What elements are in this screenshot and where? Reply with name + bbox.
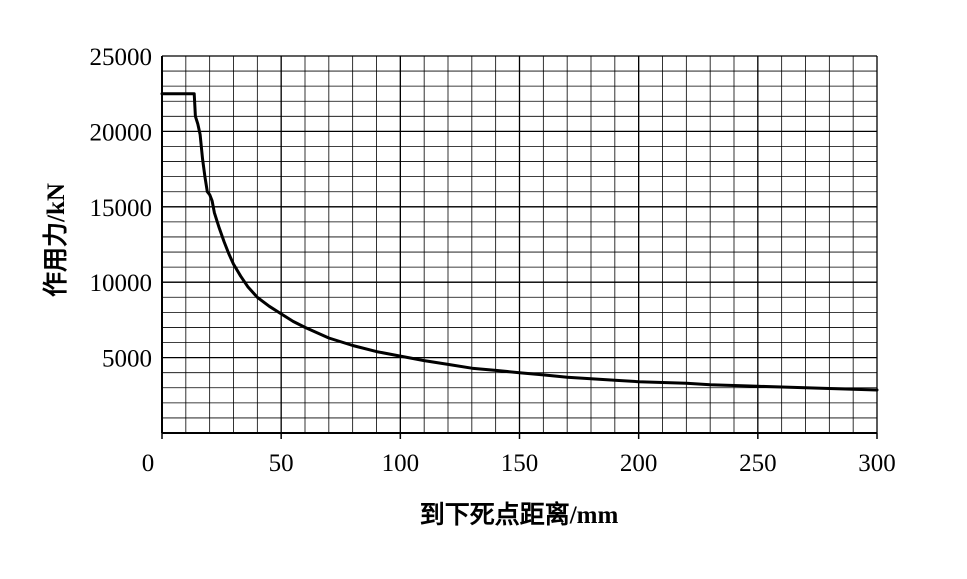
x-tick-label: 200 <box>620 450 658 477</box>
x-tick-label: 300 <box>858 450 896 477</box>
x-tick-label: 250 <box>739 450 777 477</box>
major-grid <box>161 55 878 433</box>
x-tick-label: 100 <box>382 450 420 477</box>
y-tick-label: 10000 <box>90 270 153 297</box>
y-tick-label: 20000 <box>90 119 153 146</box>
x-tick-label: 0 <box>142 450 155 477</box>
y-tick-label: 25000 <box>90 44 153 71</box>
axes <box>161 56 878 439</box>
y-tick-label: 15000 <box>90 195 153 222</box>
series-line <box>160 92 879 392</box>
tick-labels: 0 50 100 150 200 250 300 5000 10000 15000 20000 250… <box>90 44 896 477</box>
y-axis-label: 作用力/kN <box>42 183 70 297</box>
series-group <box>160 92 879 392</box>
y-tick-label: 5000 <box>102 346 152 373</box>
x-tick-label: 50 <box>269 450 294 477</box>
x-tick-label: 150 <box>501 450 539 477</box>
x-axis-label: 到下死点距离/mm <box>420 500 619 529</box>
